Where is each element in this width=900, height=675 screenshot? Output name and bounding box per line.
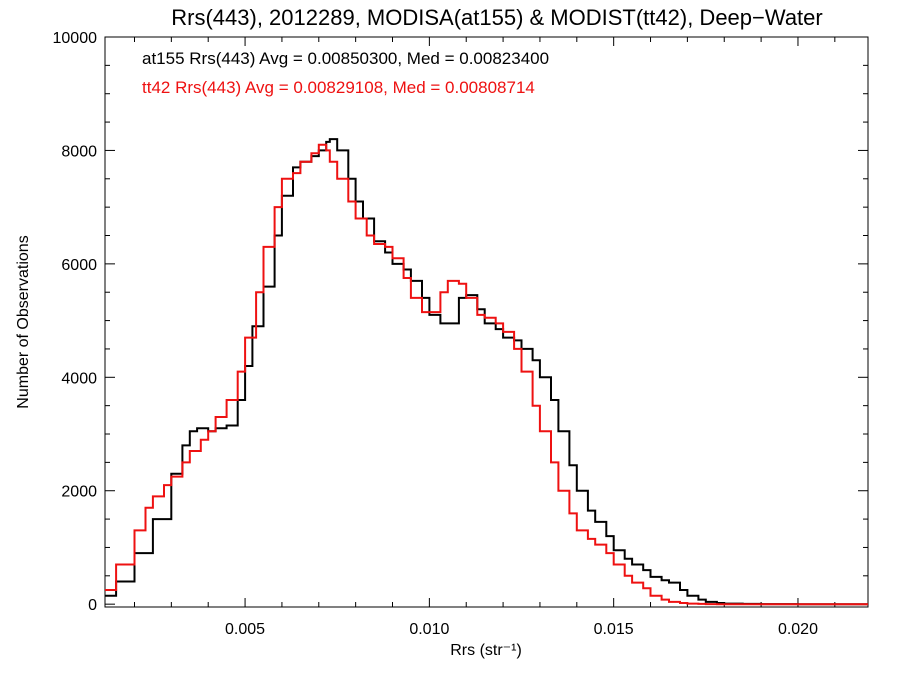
x-axis-label: Rrs (str⁻¹) xyxy=(450,642,522,659)
x-tick-label: 0.010 xyxy=(409,621,449,638)
plot-area: 0.005 0.010 0.015 0.020 0 2000 4000 6000 8000 10… xyxy=(53,30,869,638)
y-axis-label: Number of Observations xyxy=(15,235,32,408)
y-tick-label: 0 xyxy=(88,597,97,614)
y-tick-label: 8000 xyxy=(61,143,97,160)
series-line-tt42 xyxy=(105,143,868,606)
chart-title: Rrs(443), 2012289, MODISA(at155) & MODIS… xyxy=(171,5,822,30)
y-tick-label: 4000 xyxy=(61,370,97,387)
y-axis-ticks: 0 2000 4000 6000 8000 10000 xyxy=(53,30,868,614)
plot-frame xyxy=(104,36,869,608)
annotation-tt42: tt42 Rrs(443) Avg = 0.00829108, Med = 0.… xyxy=(142,78,535,97)
y-tick-label: 6000 xyxy=(61,257,97,274)
series-line-at155 xyxy=(105,138,868,606)
x-tick-label: 0.020 xyxy=(778,621,818,638)
x-axis-ticks: 0.005 0.010 0.015 0.020 xyxy=(133,37,836,638)
y-tick-label: 10000 xyxy=(53,30,98,47)
x-tick-label: 0.015 xyxy=(594,621,634,638)
x-tick-label: 0.005 xyxy=(225,621,265,638)
annotation-at155: at155 Rrs(443) Avg = 0.00850300, Med = 0… xyxy=(142,49,549,68)
y-tick-label: 2000 xyxy=(61,484,97,501)
series-layer xyxy=(105,138,868,606)
